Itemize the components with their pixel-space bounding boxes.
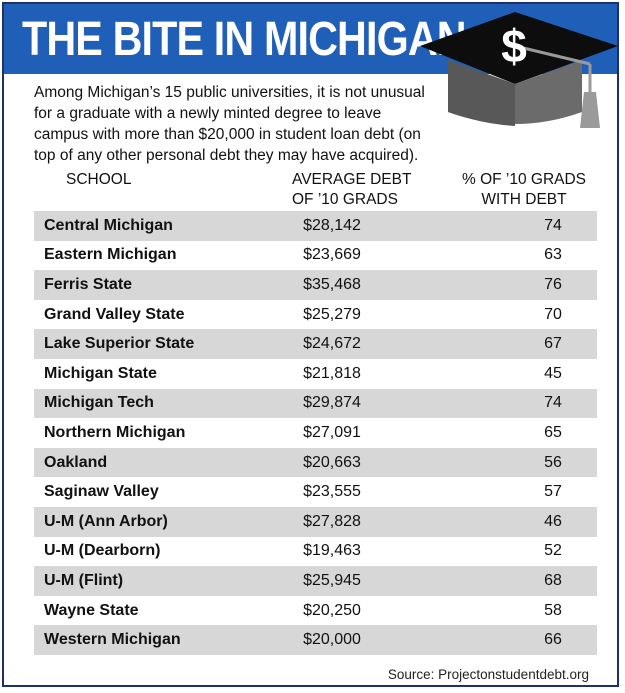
table-row: Lake Superior State $24,672 67: [34, 329, 597, 359]
tassel-fringe: [580, 92, 600, 128]
table-row: Ferris State $35,468 76: [34, 270, 597, 300]
average-debt: $20,250: [303, 601, 361, 619]
percent-with-debt: 45: [544, 364, 562, 382]
header-debt-line2: OF ’10 GRADS: [292, 191, 398, 208]
school-name: Central Michigan: [44, 216, 173, 234]
school-name: Wayne State: [44, 601, 139, 619]
table-row: Oakland $20,663 56: [34, 447, 597, 478]
percent-with-debt: 65: [544, 423, 562, 441]
school-name: Michigan State: [44, 364, 157, 382]
tassel-cord: [514, 44, 591, 66]
school-name: Ferris State: [44, 275, 133, 293]
average-debt: $20,663: [303, 453, 361, 471]
table-row: Wayne State $20,250 58: [34, 596, 597, 626]
school-name: U-M (Dearborn): [44, 542, 161, 560]
average-debt: $25,279: [303, 305, 361, 323]
table-row: Western Michigan $20,000 66: [34, 625, 597, 655]
school-name: Eastern Michigan: [44, 246, 177, 264]
average-debt: $28,142: [303, 216, 361, 234]
table-row: Central Michigan $28,142 74: [34, 211, 597, 241]
average-debt: $20,000: [303, 631, 361, 649]
graduation-cap-icon: $: [420, 12, 618, 128]
average-debt: $29,874: [303, 394, 361, 412]
percent-with-debt: 58: [544, 601, 562, 619]
table-row: U-M (Flint) $25,945 68: [34, 566, 597, 596]
cap-base-shade: [448, 60, 515, 126]
table-row: U-M (Dearborn) $19,463 52: [34, 537, 597, 567]
table-row: U-M (Ann Arbor) $27,828 46: [34, 506, 597, 537]
average-debt: $23,669: [303, 246, 361, 264]
average-debt: $35,468: [303, 275, 361, 293]
percent-with-debt: 52: [544, 542, 562, 560]
table-row: Eastern Michigan $23,669 63: [34, 241, 597, 271]
percent-with-debt: 56: [544, 453, 562, 471]
header-pct-line1: % OF ’10 GRADS: [461, 171, 587, 188]
average-debt: $21,818: [303, 364, 361, 382]
page-title: THE BITE IN MICHIGAN: [22, 13, 467, 66]
percent-with-debt: 74: [544, 394, 562, 412]
average-debt: $27,828: [303, 512, 361, 530]
percent-with-debt: 57: [544, 483, 562, 501]
table-row: Grand Valley State $25,279 70: [34, 300, 597, 330]
percent-with-debt: 74: [544, 216, 562, 234]
school-name: Michigan Tech: [44, 394, 154, 412]
column-header-percent-with-debt: % OF ’10 GRADS WITH DEBT: [459, 170, 589, 210]
school-name: Northern Michigan: [44, 423, 186, 441]
school-name: Western Michigan: [44, 631, 181, 649]
average-debt: $19,463: [303, 542, 361, 560]
source-note: Source: Projectonstudentdebt.org: [387, 667, 589, 682]
percent-with-debt: 76: [544, 275, 562, 293]
table-row: Saginaw Valley $23,555 57: [34, 477, 597, 507]
table-row: Northern Michigan $27,091 65: [34, 418, 597, 448]
percent-with-debt: 70: [544, 305, 562, 323]
header-debt-line1: AVERAGE DEBT: [292, 171, 412, 188]
school-name: U-M (Ann Arbor): [44, 512, 168, 530]
debt-table: Central Michigan $28,142 74 Eastern Michiga…: [34, 211, 597, 655]
percent-with-debt: 63: [544, 246, 562, 264]
average-debt: $24,672: [303, 335, 361, 353]
percent-with-debt: 68: [544, 571, 562, 589]
header-pct-line2: WITH DEBT: [481, 191, 567, 208]
column-header-average-debt: AVERAGE DEBT OF ’10 GRADS: [292, 170, 411, 210]
school-name: U-M (Flint): [44, 571, 124, 589]
average-debt: $23,555: [303, 483, 361, 501]
school-name: Lake Superior State: [44, 335, 195, 353]
school-name: Grand Valley State: [44, 305, 185, 323]
dollar-symbol: $: [501, 20, 527, 72]
school-name: Oakland: [44, 453, 108, 471]
table-row: Michigan Tech $29,874 74: [34, 388, 597, 419]
column-header-school: SCHOOL: [66, 171, 132, 188]
percent-with-debt: 67: [544, 335, 562, 353]
infographic-frame: THE BITE IN MICHIGAN $ Among Michigan’s …: [2, 2, 619, 687]
average-debt: $25,945: [303, 571, 361, 589]
percent-with-debt: 46: [544, 512, 562, 530]
intro-paragraph: Among Michigan’s 15 public universities,…: [34, 84, 425, 164]
table-row: Michigan State $21,818 45: [34, 359, 597, 389]
percent-with-debt: 66: [544, 631, 562, 649]
school-name: Saginaw Valley: [44, 483, 159, 501]
average-debt: $27,091: [303, 423, 361, 441]
